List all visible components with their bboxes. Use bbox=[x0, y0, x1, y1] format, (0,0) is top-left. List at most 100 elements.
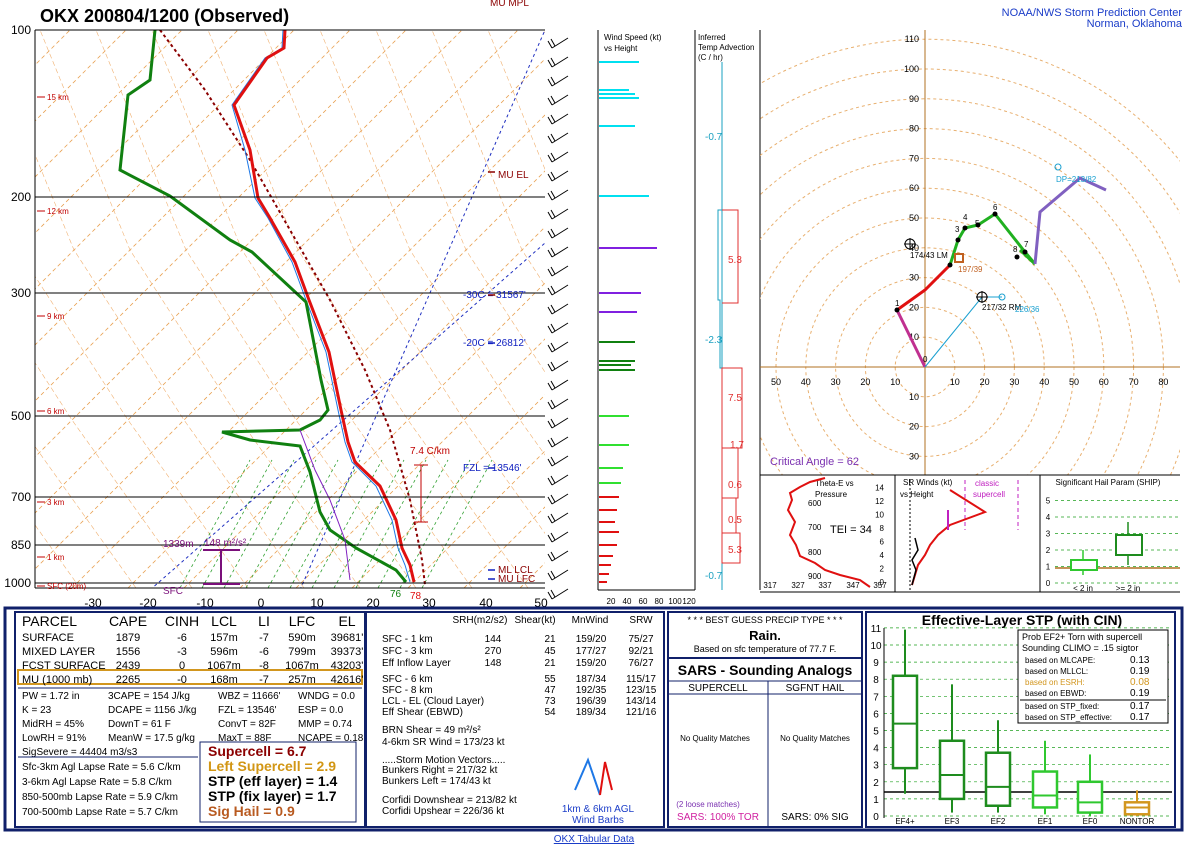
wind-barb bbox=[547, 572, 553, 581]
table-cell: 1067m bbox=[207, 660, 241, 672]
composite: Supercell = 6.7 bbox=[208, 743, 307, 759]
kinematic-note: Corfidi Downshear = 213/82 kt bbox=[382, 795, 517, 806]
wind-barb bbox=[547, 515, 553, 524]
label: SARS - Sounding Analogs bbox=[678, 662, 853, 678]
wind-barb bbox=[551, 113, 569, 125]
label: Significant Hail Param (SHIP) bbox=[1056, 478, 1161, 487]
table-cell: 196/39 bbox=[576, 696, 607, 707]
tick-label: 5 bbox=[873, 727, 879, 738]
kinematic-note: Bunkers Right = 217/32 kt bbox=[382, 765, 498, 776]
hodo-y-label: 40 bbox=[909, 243, 919, 253]
hodo-point-label: 7 bbox=[1024, 240, 1029, 249]
kinematic-note: 4-6km SR Wind = 173/23 kt bbox=[382, 737, 505, 748]
kinematic-note: .....Storm Motion Vectors..... bbox=[382, 755, 505, 766]
wind-barb bbox=[550, 285, 556, 294]
wind-barb bbox=[551, 208, 569, 220]
hodo-point-label: 4 bbox=[963, 213, 968, 222]
hodo-point bbox=[947, 262, 953, 268]
label: 0.17 bbox=[1130, 712, 1150, 723]
advection-value: 5.3 bbox=[728, 545, 742, 556]
critical-angle: Critical Angle = 62 bbox=[770, 456, 859, 468]
label: 0.19 bbox=[1130, 666, 1150, 677]
table-cell: 0 bbox=[179, 660, 185, 672]
isotherm bbox=[35, 30, 407, 402]
wind-barb bbox=[551, 398, 569, 410]
wind-barb bbox=[550, 38, 556, 47]
wind-barb bbox=[547, 249, 553, 258]
wind-barb bbox=[547, 325, 553, 334]
hodo-y-label: 30 bbox=[909, 451, 919, 461]
table-cell: 2439 bbox=[116, 660, 140, 672]
tick-label: 20 bbox=[607, 597, 616, 606]
tick-label: 3 bbox=[873, 761, 879, 772]
table-cell: 123/15 bbox=[626, 685, 657, 696]
table-header: CAPE bbox=[109, 613, 147, 629]
table-cell: LCL - EL (Cloud Layer) bbox=[382, 696, 484, 707]
tick-label: 3 bbox=[1046, 530, 1051, 539]
tick-label: 2 bbox=[880, 565, 885, 574]
label: >= 2 in bbox=[1116, 584, 1140, 593]
wind-barb bbox=[550, 95, 556, 104]
tick-label: 337 bbox=[818, 581, 832, 590]
table-cell: 159/20 bbox=[576, 634, 607, 645]
label: Effective-Layer STP (with CIN) bbox=[922, 612, 1122, 628]
annotation: 7.4 C/km bbox=[410, 446, 450, 457]
isotherm-highlight bbox=[151, 242, 545, 588]
table-cell: 43203' bbox=[331, 660, 364, 672]
wind-barb bbox=[550, 247, 556, 256]
dewpoint bbox=[118, 30, 408, 583]
wind-barb bbox=[547, 591, 553, 600]
box bbox=[891, 674, 919, 770]
index: MaxT = 88F bbox=[218, 733, 271, 744]
wind-barb bbox=[547, 268, 553, 277]
tick-label: 700 bbox=[808, 523, 822, 532]
label: 0.13 bbox=[1130, 655, 1150, 666]
advection-value: 0.5 bbox=[728, 515, 742, 526]
table-header: LCL bbox=[211, 613, 237, 629]
table-cell: 92/21 bbox=[628, 646, 653, 657]
hodo-x-label: 20 bbox=[860, 377, 870, 387]
annotation: 78 bbox=[410, 591, 422, 602]
tick-label: 12 bbox=[875, 497, 884, 506]
isotherm bbox=[239, 282, 545, 588]
wind-barb bbox=[550, 266, 556, 275]
wind-barb bbox=[550, 494, 556, 503]
wind-barb bbox=[547, 363, 553, 372]
table-header: PARCEL bbox=[22, 613, 77, 629]
tick-label: 357 bbox=[873, 581, 887, 590]
table-cell: 55 bbox=[544, 674, 556, 685]
table-cell: SURFACE bbox=[22, 632, 74, 644]
wind-barb bbox=[550, 171, 556, 180]
table-cell: 1556 bbox=[116, 646, 140, 658]
table-cell: SFC - 1 km bbox=[382, 634, 433, 645]
table-cell: -7 bbox=[259, 674, 269, 686]
hodo-point-label: 6 bbox=[993, 203, 998, 212]
hodo-point-label: 0 bbox=[923, 355, 928, 364]
wind-barb bbox=[550, 190, 556, 199]
index: ESP = 0.0 bbox=[298, 705, 344, 716]
table-header: LI bbox=[258, 613, 270, 629]
dry-adiabat bbox=[263, 30, 545, 534]
label: based on STP_effective: bbox=[1025, 713, 1112, 722]
tick-label: 317 bbox=[763, 581, 777, 590]
tick-label: 327 bbox=[791, 581, 805, 590]
hodo-x-label: 50 bbox=[771, 377, 781, 387]
hodo-y-label: 110 bbox=[905, 34, 919, 44]
hodo-x-label: 40 bbox=[801, 377, 811, 387]
link[interactable]: OKX Tabular Data bbox=[554, 834, 635, 845]
table-cell: SFC - 6 km bbox=[382, 674, 433, 685]
table-cell: 159/20 bbox=[576, 658, 607, 669]
table-cell: 47 bbox=[544, 685, 556, 696]
tick-label: 347 bbox=[846, 581, 860, 590]
sr-trace bbox=[911, 537, 919, 586]
table-cell: -3 bbox=[177, 646, 187, 658]
tick-label: 10 bbox=[870, 641, 882, 652]
wind-barb bbox=[551, 37, 569, 49]
table-header: Shear(kt) bbox=[514, 615, 555, 626]
parcel-trace bbox=[159, 30, 426, 586]
box bbox=[1076, 780, 1104, 814]
table-cell: 177/27 bbox=[576, 646, 607, 657]
lapse-rate: Sfc-3km Agl Lapse Rate = 5.6 C/km bbox=[22, 762, 181, 773]
label: SARS: 100% TOR bbox=[677, 812, 759, 823]
ship-box bbox=[1115, 534, 1143, 556]
